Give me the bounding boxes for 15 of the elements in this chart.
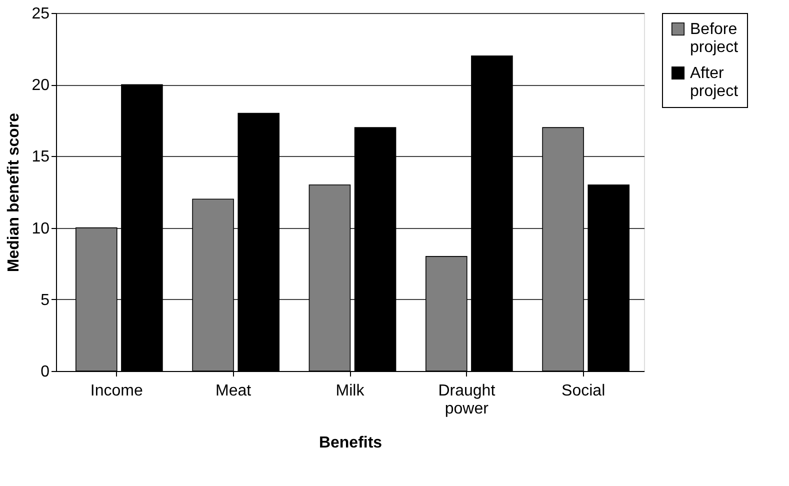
y-tick-label: 20 [32,77,50,94]
y-tick-label: 5 [40,292,50,309]
y-tick-label: 25 [32,6,50,22]
y-axis-title: Median benefit score [6,112,23,272]
x-axis-title: Benefits [318,434,382,452]
x-tick-label: Draught power [438,382,496,418]
x-tick-label: Social [562,382,606,400]
x-tick-label: Meat [216,382,252,400]
y-tick-label: 0 [40,364,50,380]
legend-label: After project [690,65,739,100]
legend-label: Before project [690,21,739,56]
y-tick-label: 15 [32,148,50,166]
x-tick-label: Income [90,382,144,400]
x-tick-label: Milk [336,382,366,400]
y-tick-label: 10 [32,220,50,238]
